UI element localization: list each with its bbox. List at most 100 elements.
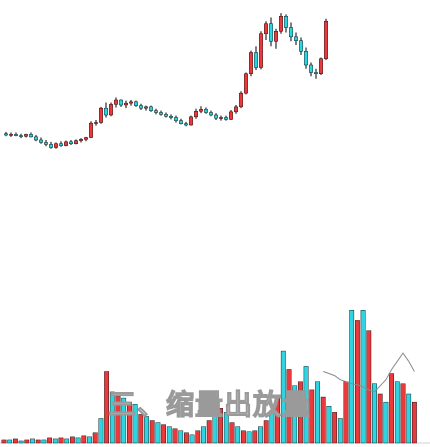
candle	[294, 32, 298, 45]
candle-body-down	[174, 117, 178, 121]
candle	[49, 141, 53, 149]
candle-body-down	[154, 110, 158, 113]
candle-body-down	[49, 144, 53, 148]
candle-body-down	[119, 99, 123, 106]
candle	[94, 120, 98, 126]
volume-bar-up	[412, 401, 417, 444]
candle	[254, 46, 258, 70]
candle	[74, 139, 78, 145]
candle-body-up	[54, 143, 58, 148]
candle	[79, 138, 83, 143]
volume-bar-up	[115, 395, 121, 444]
candle-body-down	[19, 135, 23, 137]
candle	[99, 106, 103, 124]
candle-body-down	[4, 133, 8, 136]
candle	[244, 72, 248, 95]
volume-bar-down	[349, 310, 355, 444]
volume-bar-up	[35, 439, 41, 444]
volume-bar-down	[406, 393, 412, 444]
candle-body-down	[304, 51, 308, 66]
volume-bar-down	[269, 410, 275, 444]
candle-body-down	[34, 136, 38, 141]
candle-body-up	[99, 107, 103, 123]
candle	[284, 14, 288, 33]
candle	[299, 37, 303, 55]
candle-body-up	[259, 33, 263, 68]
volume-bar-up	[252, 430, 258, 444]
candle-body-up	[129, 101, 133, 104]
volume-bar-down	[326, 406, 332, 444]
candle	[289, 22, 293, 42]
candle-body-down	[284, 16, 288, 28]
candle-body-down	[149, 106, 153, 111]
volume-ma-line	[323, 352, 415, 393]
candle-body-up	[219, 117, 223, 119]
candle-body-down	[299, 40, 303, 52]
candle	[114, 97, 118, 108]
candle	[239, 91, 243, 109]
candle	[229, 110, 233, 120]
candle-body-down	[69, 141, 73, 144]
candle	[129, 100, 133, 106]
volume-bar-up	[58, 437, 64, 444]
volume-bar-down	[166, 426, 172, 444]
candle	[264, 21, 268, 40]
volume-bar-down	[18, 440, 24, 444]
volume-bar-down	[201, 426, 206, 444]
candle	[194, 108, 198, 119]
volume-bar-up	[400, 383, 406, 444]
candle-body-down	[14, 134, 18, 136]
volume-bar-up	[69, 436, 75, 444]
volume-bar-down	[223, 412, 229, 444]
volume-bar-down	[394, 381, 400, 444]
candle	[234, 105, 238, 114]
candle-body-down	[139, 105, 143, 109]
candle-body-up	[74, 140, 78, 144]
volume-bar-down	[144, 416, 149, 444]
volume-bar-up	[263, 420, 269, 444]
volume-bar-down	[212, 414, 218, 444]
candle	[64, 140, 68, 147]
candle-body-down	[179, 120, 183, 124]
volume-bar-down	[155, 422, 161, 444]
candle	[124, 100, 128, 109]
volume-bar-down	[7, 439, 13, 444]
candle-body-down	[104, 107, 108, 116]
candle-body-down	[159, 112, 163, 115]
candle-body-down	[309, 64, 313, 73]
volume-bar-down	[121, 397, 127, 444]
candle	[199, 106, 203, 114]
candle-body-up	[79, 139, 83, 141]
candle-body-up	[229, 111, 233, 120]
candle-body-up	[124, 102, 128, 106]
candle	[119, 99, 123, 107]
volume-bar-up	[286, 369, 292, 444]
volume-bar-up	[343, 381, 349, 444]
candle-body-down	[184, 123, 188, 126]
candle-body-down	[224, 117, 228, 120]
volume-bar-down	[315, 381, 320, 444]
candle-body-down	[209, 112, 213, 116]
candle-body-up	[144, 106, 148, 109]
candle-body-up	[109, 104, 113, 116]
candle-body-down	[204, 109, 208, 113]
candle	[324, 18, 328, 60]
candle-body-up	[94, 122, 98, 124]
candle-body-up	[264, 23, 268, 34]
candle	[224, 115, 228, 121]
candle-body-down	[44, 142, 48, 145]
volume-bar-up	[149, 420, 155, 444]
candle	[304, 47, 308, 69]
watermark-text: 三、缩量出放量	[108, 388, 311, 421]
candle	[89, 121, 93, 139]
volume-bar-down	[30, 438, 35, 444]
candle	[179, 118, 183, 125]
candle	[274, 28, 278, 49]
candle	[169, 114, 173, 120]
candle-body-up	[274, 31, 278, 42]
volume-bar-down	[360, 310, 366, 444]
volume-bar-down	[235, 426, 241, 444]
volume-bar-down	[372, 383, 377, 444]
